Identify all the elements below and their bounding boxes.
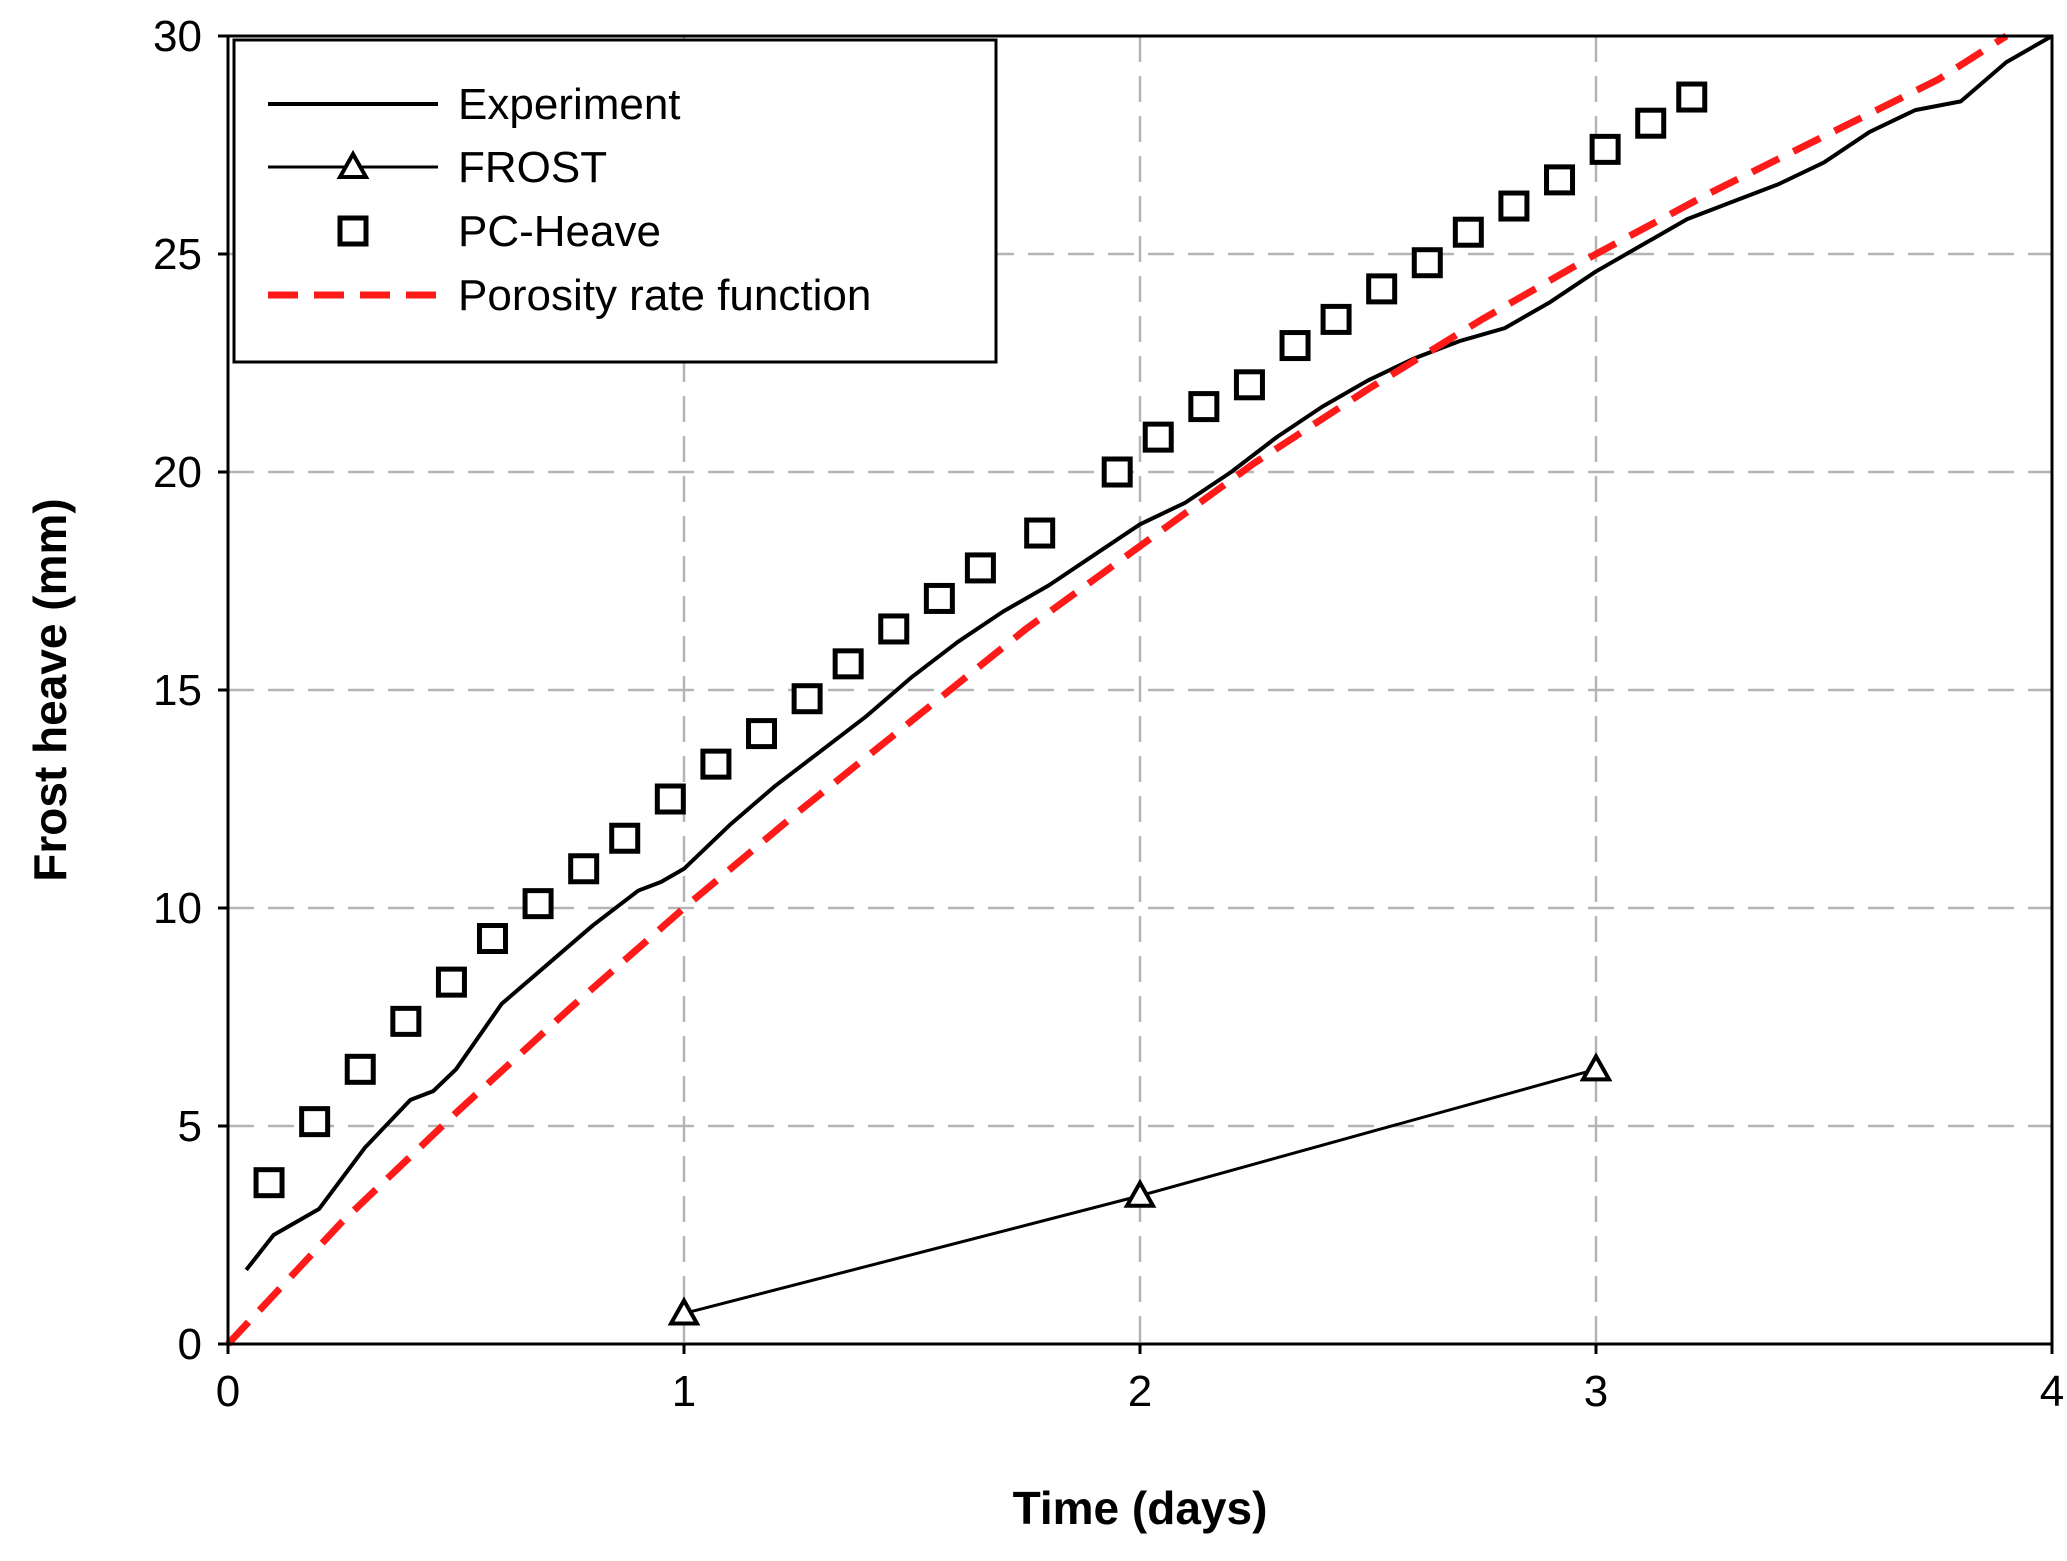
y-tick-label: 20 <box>153 448 202 497</box>
legend-label: FROST <box>458 143 607 192</box>
pc-heave-point <box>1024 517 1056 549</box>
pc-heave-point <box>1142 421 1174 453</box>
legend-label: Porosity rate function <box>458 271 871 320</box>
pc-heave-point <box>746 718 778 750</box>
pc-heave-point <box>791 683 823 715</box>
x-tick-label: 4 <box>2040 1367 2064 1416</box>
series-porosity-rate-function <box>225 33 2009 1347</box>
data-series <box>225 33 2053 1347</box>
y-tick-label: 25 <box>153 230 202 279</box>
pc-heave-point <box>1452 216 1484 248</box>
legend-label: PC-Heave <box>458 207 661 256</box>
legend-swatch-frost-marker <box>336 149 370 179</box>
pc-heave-point <box>654 783 686 815</box>
x-tick-label: 1 <box>672 1367 696 1416</box>
pc-heave-point <box>344 1053 376 1085</box>
experiment-line <box>244 34 2053 1272</box>
pc-heave-point <box>878 613 910 645</box>
pc-heave-point <box>1320 303 1352 335</box>
pc-heave-point <box>390 1005 422 1037</box>
pc-heave-point <box>568 853 600 885</box>
y-tick-label: 30 <box>153 12 202 61</box>
porosity-rate-line <box>225 33 2009 1347</box>
y-tick-label: 15 <box>153 666 202 715</box>
frost-point <box>667 1296 701 1326</box>
pc-heave-point <box>1101 456 1133 488</box>
x-tick-label: 2 <box>1128 1367 1152 1416</box>
series-experiment <box>244 34 2053 1272</box>
pc-heave-point <box>1589 133 1621 165</box>
legend-entry: Experiment <box>268 80 681 129</box>
pc-heave-point <box>1635 107 1667 139</box>
x-tick-label: 0 <box>216 1367 240 1416</box>
pc-heave-point <box>1498 190 1530 222</box>
pc-heave-point <box>923 582 955 614</box>
y-tick-label: 0 <box>178 1320 202 1369</box>
pc-heave-point <box>522 888 554 920</box>
pc-heave-point <box>1676 81 1708 113</box>
pc-heave-point <box>476 923 508 955</box>
pc-heave-point <box>1188 391 1220 423</box>
pc-heave-point <box>1233 369 1265 401</box>
pc-heave-point <box>609 822 641 854</box>
pc-heave-point <box>1544 164 1576 196</box>
pc-heave-point <box>700 748 732 780</box>
pc-heave-point <box>964 552 996 584</box>
pc-heave-point <box>435 966 467 998</box>
pc-heave-point <box>1366 273 1398 305</box>
legend: Experiment FROST PC-Heave Porosity rate fun… <box>232 38 998 364</box>
legend-label: Experiment <box>458 80 681 129</box>
y-axis-title: Frost heave (mm) <box>24 498 76 881</box>
legend-entry: FROST <box>268 143 607 192</box>
series-pc-heave <box>253 81 1708 1199</box>
series-frost <box>667 1052 1613 1326</box>
legend-entry: Porosity rate function <box>268 271 871 320</box>
frost-point <box>1579 1052 1613 1082</box>
axis-ticks: 0 1 2 3 4 0 5 10 15 20 25 30 <box>153 12 2064 1416</box>
y-tick-label: 10 <box>153 884 202 933</box>
pc-heave-point <box>1279 330 1311 362</box>
legend-entry: PC-Heave <box>337 207 661 256</box>
pc-heave-point <box>1411 247 1443 279</box>
x-axis-title: Time (days) <box>1013 1482 1268 1534</box>
pc-heave-point <box>253 1167 285 1199</box>
legend-swatch-pc-heave <box>337 215 369 247</box>
legend-box <box>232 38 998 364</box>
y-tick-label: 5 <box>178 1102 202 1151</box>
x-tick-label: 3 <box>1584 1367 1608 1416</box>
pc-heave-point <box>299 1106 331 1138</box>
frost-point <box>1123 1178 1157 1208</box>
pc-heave-point <box>832 648 864 680</box>
